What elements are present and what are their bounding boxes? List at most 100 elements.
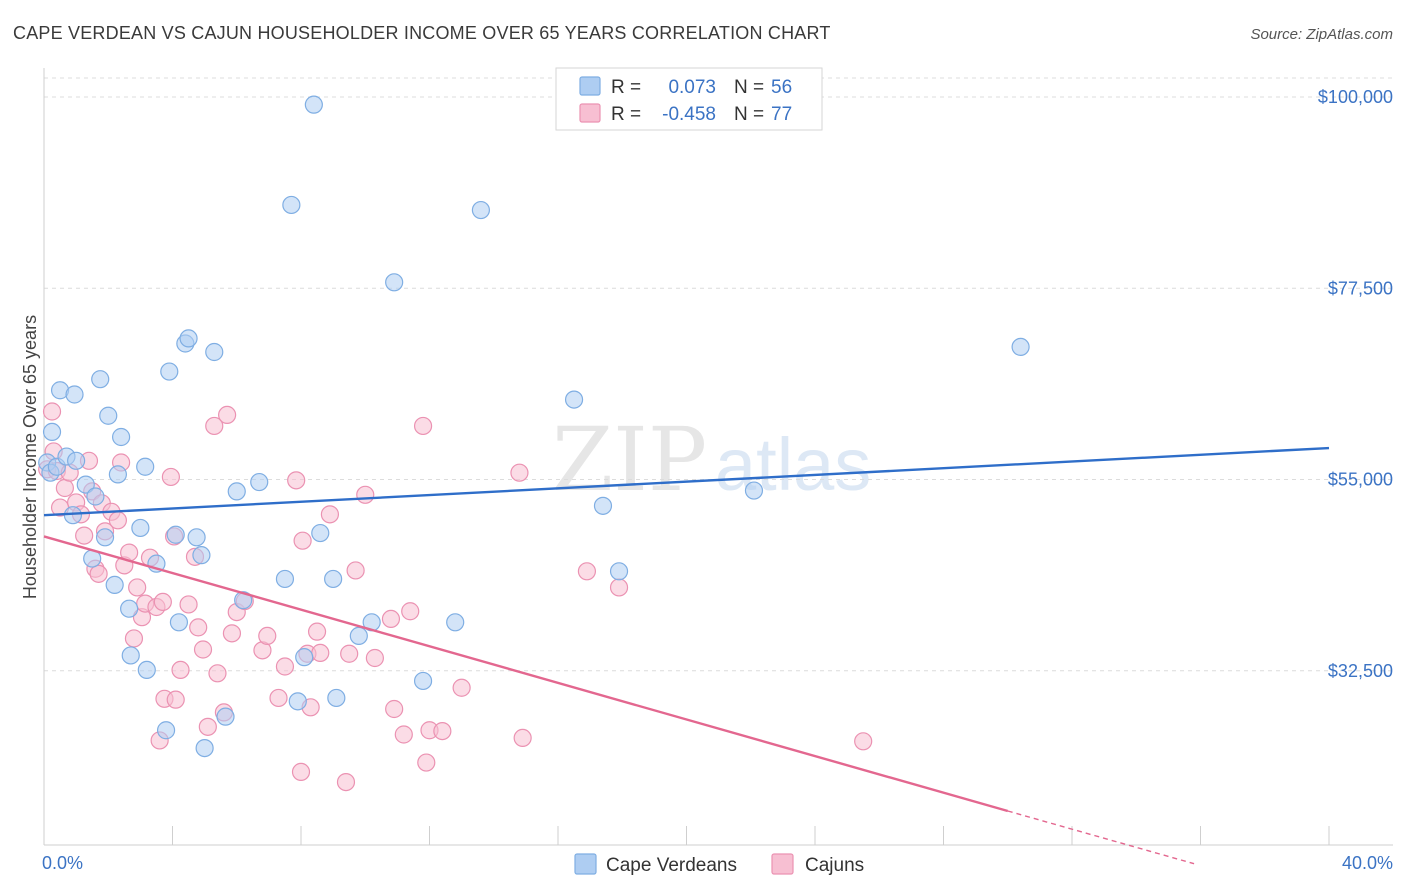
cajun-point [75,526,94,545]
cajun-point [609,578,629,597]
cajun-point [269,688,288,708]
cape-verdean-point [1011,337,1030,356]
cajun-point [198,717,217,736]
legend-n-label-blue: N = [734,77,764,98]
cape-verdean-point [349,626,368,646]
cape-verdean-point [304,95,323,114]
cape-verdean-point [205,342,224,362]
legend-n-label-pink: N = [734,104,764,125]
cajun-point [452,678,471,697]
cajun-point [381,609,401,629]
cajun-point [307,622,327,641]
cajuns-points [38,402,873,792]
x-tick-label-min: 0.0% [42,853,83,873]
cajun-point [401,602,420,621]
cajun-point [346,561,365,580]
cajun-point [128,578,147,597]
cajun-point [222,624,242,643]
legend-r-value-pink: -0.458 [662,104,716,125]
cajun-point [365,648,384,668]
cape-verdean-point [234,591,253,610]
legend-n-value-blue: 56 [771,77,792,98]
cape-verdean-point [67,451,86,470]
cape-verdean-point [105,575,124,595]
cape-verdean-point [179,329,198,348]
cape-verdean-point [76,475,95,494]
legend-swatch-blue [579,76,601,96]
cajun-point [320,505,340,524]
y-axis-label: Householder Income Over 65 years [20,315,40,599]
cape-verdean-point [111,427,131,447]
legend-r-value-blue: 0.073 [668,77,716,98]
series-legend-label-pink: Cajuns [805,855,864,876]
cape-verdean-point [192,546,211,565]
cape-verdean-point [137,660,156,680]
cape-verdeans-trend-line [43,446,1330,517]
cape-verdean-point [471,200,490,220]
legend-n-value-pink: 77 [771,104,792,125]
cajun-point [513,728,532,748]
cajun-point [153,592,172,612]
cape-verdean-point [227,482,246,501]
cape-verdean-point [564,390,584,409]
cajun-point [854,732,873,751]
y-tick-label: $77,500 [1328,278,1393,298]
cajun-point [193,640,213,659]
cape-verdean-point [160,362,179,381]
cajun-point [413,416,433,436]
cape-verdean-point [324,569,343,589]
cape-verdean-point [121,646,140,665]
cape-verdeans-points [38,95,1030,758]
cape-verdean-point [187,528,206,547]
series-legend-swatch-pink [771,853,794,875]
correlation-legend: R = 0.073 N = 56 R = -0.458 N = 77 [555,67,823,131]
trend-lines [43,446,1330,865]
cape-verdean-point [216,707,235,726]
cape-verdean-point [91,370,110,389]
cape-verdean-point [120,599,139,618]
cajun-point [275,657,295,676]
y-tick-labels: $32,500 $55,000 $77,500 $100,000 [1318,87,1393,681]
cajun-point [124,629,144,648]
source-label: Source: ZipAtlas.com [1250,26,1393,43]
cajun-point [385,699,404,719]
series-legend-swatch-blue [574,853,597,875]
cajun-point [55,478,74,498]
cajun-point [336,772,356,792]
cajun-point [293,531,312,550]
cajun-point [577,562,597,581]
cajuns-trend-line [43,535,1009,813]
cajun-point [89,564,108,583]
cape-verdean-point [288,692,307,711]
cajun-point [311,643,330,663]
x-tick-marks [43,826,1330,845]
x-tick-label-max: 40.0% [1342,853,1393,873]
cape-verdean-point [744,481,764,500]
grid-lines [44,77,1393,672]
cape-verdean-point [131,518,150,538]
legend-r-label-pink: R = [611,104,641,125]
cajun-point [340,644,359,663]
cape-verdean-point [156,721,176,740]
cajun-point [166,690,185,709]
cajun-point [161,467,180,487]
chart-title: CAPE VERDEAN VS CAJUN HOUSEHOLDER INCOME… [13,23,831,43]
cape-verdean-point [446,613,465,632]
cape-verdean-point [413,671,433,691]
cape-verdean-point [295,648,314,667]
cape-verdean-point [327,688,346,708]
cajun-point [287,471,306,490]
cape-verdean-point [108,465,127,484]
cape-verdean-point [275,569,295,589]
series-legend-label-blue: Cape Verdeans [606,855,737,876]
cape-verdean-point [311,523,330,543]
cajun-point [291,762,311,782]
watermark-zip: ZIP [552,408,707,511]
cajun-point [208,664,227,683]
cape-verdean-point [166,525,185,544]
cajun-point [42,402,62,421]
cape-verdean-point [136,457,155,476]
cajuns-trend-line-extension [1007,810,1195,865]
cape-verdean-point [609,562,629,581]
